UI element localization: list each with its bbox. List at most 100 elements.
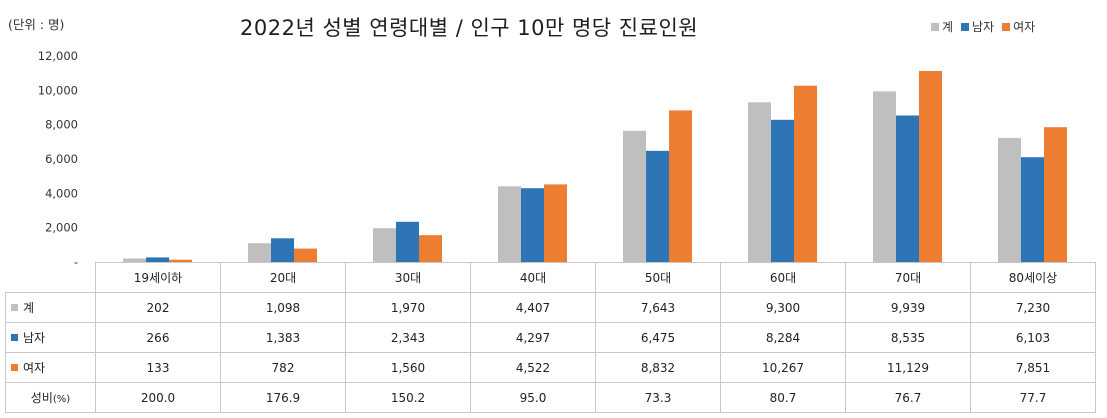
- table-row-total: 계 202 1,098 1,970 4,407 7,643 9,300 9,93…: [5, 292, 1096, 323]
- bar-male-5: [771, 119, 794, 262]
- table-header-cell: 20대: [220, 262, 346, 293]
- table-header-row: 19세이하 20대 30대 40대 50대 60대 70대 80세이상: [5, 262, 1096, 293]
- bar-male-6: [896, 115, 919, 262]
- table-cell: 73.3: [595, 382, 721, 413]
- row-label-male: 남자: [23, 331, 46, 345]
- y-tick-label: 12,000: [38, 49, 78, 63]
- bar-plot-area: - 2,000 4,000 6,000 8,000 10,000 12,000: [38, 49, 1067, 264]
- row-label-total: 계: [23, 301, 35, 315]
- legend-item-male: 남자: [961, 18, 994, 35]
- unit-label: (단위 : 명): [8, 17, 65, 32]
- bar-female-3: [544, 184, 567, 262]
- bar-male-3: [521, 188, 544, 262]
- table-header-cell: 19세이하: [95, 262, 221, 293]
- table-cell: 176.9: [220, 382, 346, 413]
- table-header-cell: 60대: [720, 262, 846, 293]
- bar-female-5: [794, 85, 817, 262]
- table-cell: 8,284: [720, 322, 846, 353]
- legend-item-female: 여자: [1002, 18, 1035, 35]
- table-cell: 6,103: [970, 322, 1096, 353]
- table-row-label: 성비(%): [5, 382, 96, 413]
- table-cell: 150.2: [345, 382, 471, 413]
- table-header-cell: 70대: [845, 262, 971, 293]
- row-swatch-total: [11, 304, 18, 311]
- table-cell: 1,560: [345, 352, 471, 383]
- table-cell: 11,129: [845, 352, 971, 383]
- bar-female-6: [919, 71, 942, 262]
- y-tick-label: -: [74, 255, 78, 264]
- table-cell: 4,522: [470, 352, 596, 383]
- table-row-label: 여자: [5, 352, 96, 383]
- table-cell: 782: [220, 352, 346, 383]
- table-row-label: 남자: [5, 322, 96, 353]
- table-cell: 77.7: [970, 382, 1096, 413]
- table-cell: 6,475: [595, 322, 721, 353]
- bar-female-7: [1044, 127, 1067, 262]
- y-tick-label: 4,000: [45, 186, 78, 200]
- bar-female-4: [669, 110, 692, 263]
- bar-total-0: [123, 258, 146, 262]
- row-swatch-male: [11, 334, 18, 341]
- table-cell: 2,343: [345, 322, 471, 353]
- table-cell: 10,267: [720, 352, 846, 383]
- row-swatch-female: [11, 364, 18, 371]
- table-row-label: 계: [5, 292, 96, 323]
- bar-total-7: [998, 137, 1021, 262]
- row-label-sex-ratio: 성비: [30, 391, 53, 405]
- table-cell: 9,939: [845, 292, 971, 323]
- bar-male-1: [271, 238, 294, 262]
- bar-female-2: [419, 235, 442, 262]
- table-row-female: 여자 133 782 1,560 4,522 8,832 10,267 11,1…: [5, 352, 1096, 383]
- bar-total-4: [623, 130, 646, 262]
- table-cell: 8,832: [595, 352, 721, 383]
- data-table: 19세이하 20대 30대 40대 50대 60대 70대 80세이상 계 20…: [5, 262, 1096, 413]
- bar-total-2: [373, 228, 396, 262]
- bar-male-2: [396, 221, 419, 262]
- table-row-male: 남자 266 1,383 2,343 4,297 6,475 8,284 8,5…: [5, 322, 1096, 353]
- bar-male-4: [646, 150, 669, 262]
- legend-label-female: 여자: [1013, 20, 1036, 34]
- table-cell: 202: [95, 292, 221, 323]
- legend-item-total: 계: [931, 18, 953, 35]
- legend-label-male: 남자: [972, 20, 995, 34]
- table-cell: 4,297: [470, 322, 596, 353]
- table-cell: 9,300: [720, 292, 846, 323]
- table-cell: 7,643: [595, 292, 721, 323]
- y-tick-label: 2,000: [45, 221, 78, 235]
- bar-total-3: [498, 186, 521, 262]
- y-tick-label: 8,000: [45, 118, 78, 132]
- table-cell: 95.0: [470, 382, 596, 413]
- table-header-cell: 80세이상: [970, 262, 1096, 293]
- table-cell: 7,230: [970, 292, 1096, 323]
- row-label-unit: (%): [52, 394, 71, 405]
- bar-female-1: [294, 248, 317, 262]
- bar-total-5: [748, 102, 771, 262]
- table-row-sex-ratio: 성비(%) 200.0 176.9 150.2 95.0 73.3 80.7 7…: [5, 382, 1096, 413]
- bar-total-6: [873, 91, 896, 263]
- legend-swatch-male: [961, 22, 970, 31]
- table-cell: 4,407: [470, 292, 596, 323]
- chart-title: 2022년 성별 연령대별 / 인구 10만 명당 진료인원: [240, 16, 699, 40]
- table-cell: 1,098: [220, 292, 346, 323]
- table-cell: 8,535: [845, 322, 971, 353]
- table-header-cell: 50대: [595, 262, 721, 293]
- table-cell: 133: [95, 352, 221, 383]
- table-cell: 7,851: [970, 352, 1096, 383]
- table-cell: 200.0: [95, 382, 221, 413]
- table-cell: 1,383: [220, 322, 346, 353]
- y-tick-label: 6,000: [45, 152, 78, 166]
- legend-swatch-female: [1002, 22, 1011, 31]
- row-label-female: 여자: [23, 361, 46, 375]
- table-header-cell: 40대: [470, 262, 596, 293]
- bar-male-0: [146, 257, 169, 262]
- table-header-cell: 30대: [345, 262, 471, 293]
- bar-female-0: [169, 259, 192, 262]
- table-cell: 1,970: [345, 292, 471, 323]
- y-tick-label: 10,000: [38, 83, 78, 97]
- table-cell: 266: [95, 322, 221, 353]
- table-cell: 76.7: [845, 382, 971, 413]
- legend: 계 남자 여자: [931, 18, 1035, 35]
- bar-total-1: [248, 243, 271, 262]
- legend-swatch-total: [931, 22, 939, 31]
